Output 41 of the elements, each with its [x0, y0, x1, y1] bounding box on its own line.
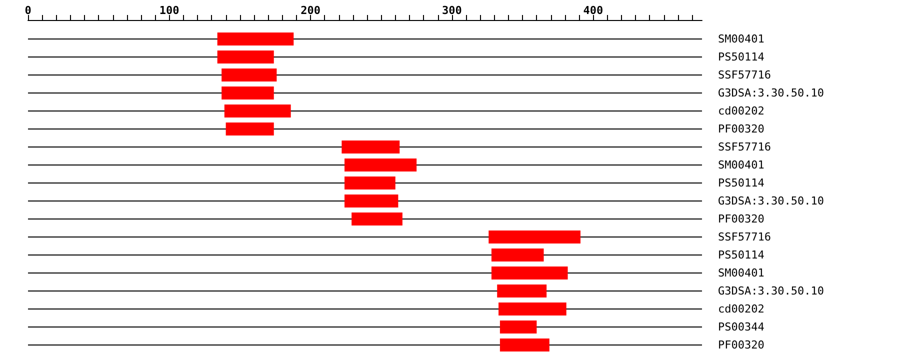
y-tick-label: G3DSA:3.30.50.10 — [718, 86, 824, 100]
bar — [222, 86, 274, 100]
bar — [500, 320, 537, 334]
y-tick-label: PS00344 — [718, 320, 765, 334]
x-tick-label: 200 — [300, 4, 321, 17]
y-tick-label: SM00401 — [718, 32, 764, 46]
bar — [491, 248, 544, 262]
x-tick-label: 100 — [159, 4, 180, 17]
bar — [488, 230, 580, 244]
bar — [217, 32, 294, 46]
bar — [226, 122, 274, 136]
bar — [224, 104, 291, 118]
bar — [344, 176, 396, 190]
y-tick-label: SSF57716 — [718, 230, 771, 244]
y-tick-label: PF00320 — [718, 122, 764, 136]
y-tick-label: G3DSA:3.30.50.10 — [718, 284, 824, 298]
bar — [217, 50, 274, 64]
y-tick-label: SM00401 — [718, 266, 764, 280]
y-tick-label: SSF57716 — [718, 68, 771, 82]
x-tick-label: 0 — [24, 4, 32, 17]
y-tick-label: PS50114 — [718, 176, 765, 190]
x-tick-label: 300 — [442, 4, 462, 17]
x-tick-label: 400 — [583, 4, 604, 17]
y-tick-label: PS50114 — [718, 50, 765, 64]
y-tick-label: PF00320 — [718, 338, 764, 352]
bar — [498, 302, 566, 316]
bar — [222, 68, 277, 82]
bar — [497, 284, 547, 298]
bar — [500, 338, 550, 352]
bar — [344, 194, 398, 208]
bar — [491, 266, 568, 280]
y-tick-label: cd00202 — [718, 302, 764, 316]
bar — [342, 140, 400, 154]
y-tick-label: cd00202 — [718, 104, 764, 118]
y-tick-label: SSF57716 — [718, 140, 771, 154]
y-tick-label: SM00401 — [718, 158, 764, 172]
y-tick-label: PS50114 — [718, 248, 765, 262]
bar — [344, 158, 417, 172]
y-tick-label: G3DSA:3.30.50.10 — [718, 194, 824, 208]
y-tick-label: PF00320 — [718, 212, 764, 226]
bar — [352, 212, 402, 226]
